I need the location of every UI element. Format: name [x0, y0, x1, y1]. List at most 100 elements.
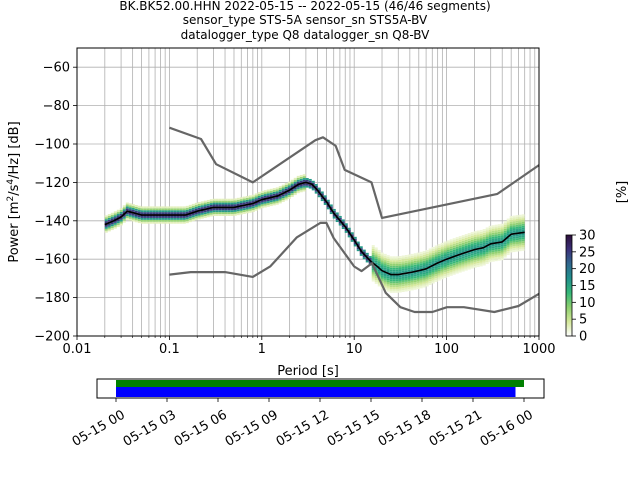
psd-cell: [134, 218, 138, 221]
psd-cell: [110, 222, 114, 225]
psd-cell: [512, 238, 516, 241]
psd-cell: [173, 217, 177, 220]
psd-cell: [464, 247, 468, 250]
psd-cell: [362, 257, 366, 260]
psd-cell: [398, 279, 402, 281]
psd-cell: [305, 178, 309, 180]
psd-cell: [179, 208, 183, 211]
psd-cell: [464, 249, 468, 252]
psd-cell: [293, 179, 297, 182]
psd-cell: [266, 201, 270, 203]
psd-cell: [194, 202, 198, 205]
psd-cell: [515, 236, 519, 239]
psd-cell: [302, 178, 306, 180]
psd-cell: [470, 253, 474, 256]
psd-cell: [365, 252, 369, 255]
psd-cell: [518, 226, 522, 229]
psd-cell: [128, 209, 132, 212]
psd-cell: [464, 260, 468, 263]
psd-cell: [281, 194, 285, 197]
psd-cell: [419, 278, 423, 281]
psd-cell: [332, 216, 336, 219]
psd-cell: [299, 176, 303, 179]
psd-cell: [398, 265, 402, 268]
psd-cell: [257, 201, 261, 204]
psd-cell: [212, 212, 216, 215]
psd-cell: [437, 272, 441, 275]
psd-cell: [500, 239, 504, 241]
x-axis-label: Period [s]: [277, 364, 339, 379]
psd-cell: [158, 219, 162, 222]
psd-cell: [482, 259, 486, 262]
psd-cell: [431, 248, 435, 251]
psd-cell: [314, 189, 318, 192]
psd-cell: [290, 181, 294, 184]
psd-cell: [422, 254, 426, 257]
psd-cell: [440, 246, 444, 249]
psd-cell: [410, 269, 414, 272]
psd-cell: [494, 259, 498, 262]
psd-cell: [257, 203, 261, 206]
psd-cell: [464, 259, 468, 261]
psd-cell: [380, 277, 384, 280]
psd-cell: [212, 214, 216, 216]
psd-cell: [512, 246, 516, 249]
psd-cell: [485, 229, 489, 232]
psd-cell: [209, 203, 213, 205]
psd-cell: [485, 238, 489, 241]
psd-cell: [251, 196, 255, 199]
psd-cell: [248, 195, 252, 198]
psd-cell: [218, 208, 222, 211]
psd-cell: [473, 261, 477, 264]
psd-cell: [395, 275, 399, 278]
psd-cell: [386, 264, 390, 267]
psd-cell: [416, 266, 420, 268]
psd-cell: [155, 217, 159, 220]
psd-cell: [413, 278, 417, 281]
psd-cell: [230, 214, 234, 216]
psd-cell: [452, 263, 456, 266]
psd-cell: [254, 199, 258, 202]
psd-cell: [263, 194, 267, 196]
psd-cell: [371, 270, 375, 272]
psd-cell: [434, 270, 438, 273]
psd-cell: [263, 190, 267, 193]
psd-cell: [422, 251, 426, 253]
psd-cell: [392, 285, 396, 288]
psd-cell: [494, 238, 498, 241]
psd-cell: [512, 223, 516, 226]
psd-cell: [344, 225, 348, 228]
psd-cell: [428, 263, 432, 266]
psd-cell: [176, 219, 180, 222]
psd-cell: [419, 263, 423, 266]
psd-cell: [449, 264, 453, 267]
psd-cell: [515, 249, 519, 252]
psd-cell: [521, 229, 525, 232]
psd-cell: [518, 249, 522, 252]
psd-cell: [200, 205, 204, 208]
psd-cell: [344, 223, 348, 226]
psd-cell: [404, 281, 408, 284]
psd-cell: [284, 185, 288, 187]
psd-cell: [203, 202, 207, 205]
psd-cell: [464, 241, 468, 244]
psd-cell: [167, 210, 171, 213]
psd-cell: [434, 264, 438, 267]
psd-cell: [395, 267, 399, 270]
psd-cell: [398, 261, 402, 264]
psd-cell: [374, 251, 378, 254]
psd-cell: [467, 259, 471, 262]
y-tick-label: −100: [34, 138, 70, 153]
psd-cell: [278, 188, 282, 190]
psd-cell: [338, 215, 342, 218]
psd-cell: [413, 274, 417, 277]
psd-cell: [182, 219, 186, 222]
psd-cell: [476, 265, 480, 268]
grid-lines: [77, 48, 539, 336]
psd-cell: [503, 249, 507, 252]
psd-cell: [401, 268, 405, 271]
psd-cell: [152, 206, 156, 209]
psd-cell: [242, 211, 246, 214]
psd-cell: [290, 189, 294, 192]
psd-cell: [476, 261, 480, 264]
